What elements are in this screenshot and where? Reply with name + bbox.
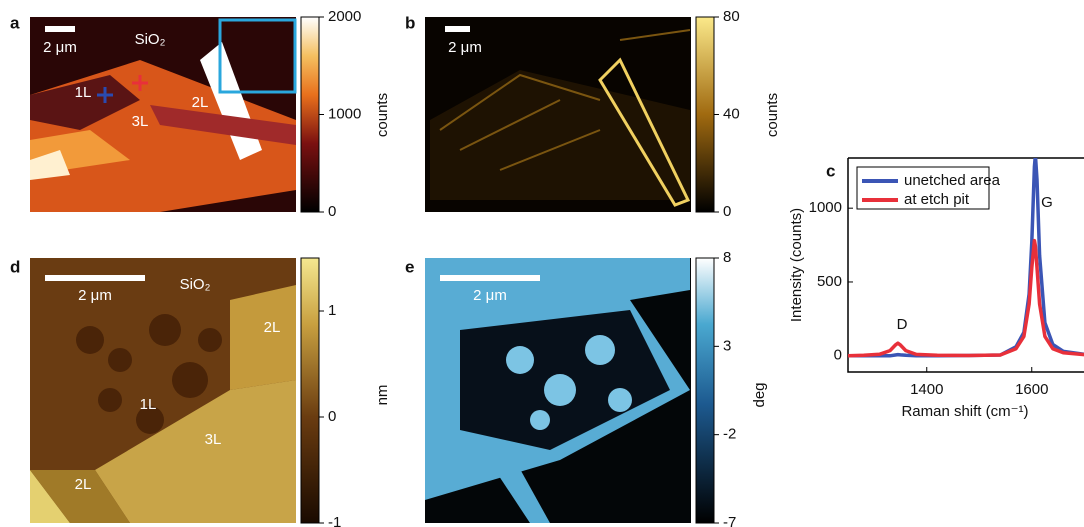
y-tick-label: 500 bbox=[817, 273, 842, 290]
y-tick-label: 0 bbox=[834, 347, 842, 364]
annotation: 2L bbox=[192, 94, 209, 111]
colorbar-tick-label: 1 bbox=[328, 302, 336, 319]
annotation: D bbox=[897, 316, 908, 333]
x-axis-label: Raman shift (cm⁻¹) bbox=[901, 403, 1028, 420]
annotation: 2 μm bbox=[448, 39, 482, 56]
image-d bbox=[30, 258, 296, 523]
colorbar-label: counts bbox=[764, 93, 781, 137]
legend-label: at etch pit bbox=[904, 191, 970, 208]
x-tick-label: 1600 bbox=[1015, 381, 1048, 398]
colorbar-tick-label: 3 bbox=[723, 337, 731, 354]
annotation: 2L bbox=[264, 319, 281, 336]
annotation: 1L bbox=[140, 396, 157, 413]
colorbar-tick-label: -7 bbox=[723, 514, 736, 527]
figure: a 2 μm SiO₂ 1L 3L 2L counts b 2 μm count… bbox=[0, 0, 1084, 527]
annotation: G bbox=[1041, 194, 1053, 211]
annotation: 3L bbox=[205, 431, 222, 448]
colorbar-tick-label: 1000 bbox=[328, 105, 361, 122]
x-tick-label: 1400 bbox=[910, 381, 943, 398]
panel-label: a bbox=[10, 13, 20, 32]
annotation: SiO₂ bbox=[135, 31, 166, 48]
colorbar-tick-label: 0 bbox=[328, 203, 336, 220]
image-e bbox=[425, 258, 691, 523]
panel-label: e bbox=[405, 257, 414, 276]
colorbar-tick-label: 2000 bbox=[328, 8, 361, 25]
annotation: 2 μm bbox=[473, 287, 507, 304]
colorbar bbox=[696, 258, 714, 523]
legend-label: unetched area bbox=[904, 172, 1001, 189]
colorbar-tick-label: -2 bbox=[723, 426, 736, 443]
colorbar-tick-label: 80 bbox=[723, 8, 740, 25]
series-line bbox=[848, 241, 1084, 356]
annotation: 2L bbox=[75, 476, 92, 493]
colorbar-tick-label: 8 bbox=[723, 249, 731, 266]
colorbar bbox=[696, 17, 714, 212]
colorbar bbox=[301, 258, 319, 523]
y-axis-label: Intensity (counts) bbox=[788, 208, 805, 322]
colorbar-tick-label: 0 bbox=[723, 203, 731, 220]
colorbar-label: deg bbox=[751, 382, 768, 407]
colorbar-tick-label: 40 bbox=[723, 105, 740, 122]
annotation: 2 μm bbox=[78, 287, 112, 304]
annotation: 1L bbox=[75, 84, 92, 101]
colorbar-label: counts bbox=[374, 93, 391, 137]
colorbar-label: nm bbox=[374, 385, 391, 406]
annotation: 2 μm bbox=[43, 39, 77, 56]
panel-label: d bbox=[10, 257, 20, 276]
panel-label: c bbox=[826, 161, 835, 180]
annotation: SiO₂ bbox=[180, 276, 211, 293]
y-tick-label: 1000 bbox=[809, 199, 842, 216]
annotation: 3L bbox=[132, 113, 149, 130]
panel-label: b bbox=[405, 13, 415, 32]
colorbar bbox=[301, 17, 319, 212]
colorbar-tick-label: -1 bbox=[328, 514, 341, 527]
colorbar-tick-label: 0 bbox=[328, 408, 336, 425]
